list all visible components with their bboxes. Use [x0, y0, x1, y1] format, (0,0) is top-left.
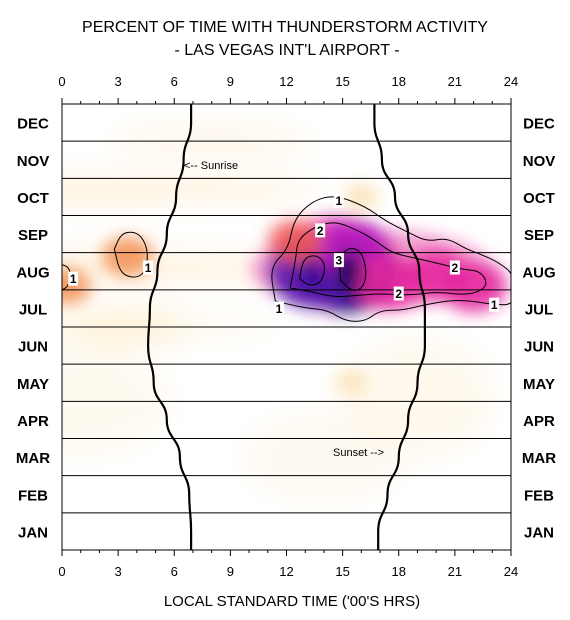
sun-curves: [146, 104, 426, 550]
month-label-right-mar: MAR: [522, 450, 556, 467]
month-label-right-nov: NOV: [523, 153, 556, 170]
month-label-right-jul: JUL: [525, 301, 553, 318]
month-label-left-jan: JAN: [18, 524, 48, 541]
x-tick-label-top-4: 12: [279, 74, 293, 89]
month-label-left-dec: DEC: [17, 116, 49, 133]
contour-level-1-main: [271, 196, 511, 322]
heat-spot-7: [102, 236, 153, 277]
x-tick-label-top-7: 21: [448, 74, 462, 89]
contour-label-bg: [274, 301, 285, 316]
chart-subtitle: - LAS VEGAS INT'L AIRPORT -: [174, 42, 399, 59]
month-label-right-aug: AUG: [522, 264, 555, 281]
x-tick-label-top-1: 3: [115, 74, 122, 89]
x-tick-label-top-2: 6: [171, 74, 178, 89]
month-label-left-nov: NOV: [17, 153, 50, 170]
sunset-annotation: Sunset -->: [333, 447, 384, 459]
contour-labels: 1 2 3 2 2 1 1 1 1: [68, 193, 500, 316]
contour-label-bg: [393, 286, 404, 301]
month-label-right-jan: JAN: [524, 524, 554, 541]
month-label-left-jul: JUL: [19, 301, 47, 318]
contour-label-bg: [333, 193, 344, 208]
contour-level-3-b: [339, 248, 367, 291]
sunrise-annotation: <-- Sunrise: [184, 160, 238, 172]
contour-label-5: 1: [276, 302, 283, 316]
x-tick-label-bottom-1: 3: [115, 564, 122, 579]
contour-level-3-a: [299, 255, 325, 286]
heat-core-3b: [302, 257, 323, 286]
contour-label-bg: [143, 260, 154, 275]
month-label-left-feb: FEB: [18, 487, 48, 504]
contour-label-8: 1: [70, 272, 77, 286]
month-label-right-feb: FEB: [524, 487, 554, 504]
x-tick-label-bottom-0: 0: [58, 564, 65, 579]
month-label-right-dec: DEC: [523, 116, 555, 133]
x-tick-label-top-5: 15: [335, 74, 349, 89]
contour-label-4: 2: [452, 261, 459, 275]
month-label-left-sep: SEP: [18, 227, 48, 244]
contour-label-0: 1: [336, 194, 343, 208]
x-tick-label-top-6: 18: [392, 74, 406, 89]
x-tick-label-bottom-6: 18: [392, 564, 406, 579]
month-label-right-may: MAY: [523, 376, 555, 393]
month-label-left-mar: MAR: [16, 450, 50, 467]
heatmap-layer: [62, 126, 507, 503]
chart-title: PERCENT OF TIME WITH THUNDERSTORM ACTIVI…: [82, 19, 488, 36]
contour-label-bg: [333, 253, 344, 268]
contour-label-bg: [489, 297, 500, 312]
x-tick-label-top-8: 24: [504, 74, 518, 89]
x-axis-label: LOCAL STANDARD TIME ('00'S HRS): [164, 593, 420, 610]
x-tick-label-bottom-2: 6: [171, 564, 178, 579]
x-tick-label-bottom-4: 12: [279, 564, 293, 579]
contour-label-bg: [449, 260, 460, 275]
month-label-left-jun: JUN: [18, 339, 48, 356]
heat-spot-9: [344, 183, 379, 211]
month-label-right-oct: OCT: [523, 190, 555, 207]
heat-spot-10: [335, 370, 369, 396]
month-label-left-apr: APR: [17, 413, 49, 430]
sunset-curve: [373, 104, 426, 550]
x-tick-label-bottom-5: 15: [335, 564, 349, 579]
month-label-left-oct: OCT: [17, 190, 49, 207]
month-labels: JAN JAN FEB FEB MAR MAR APR APR MAY MAY JUN JUN JUL J…: [16, 116, 556, 542]
heat-wash-0: [62, 178, 321, 201]
x-tick-label-bottom-3: 9: [227, 564, 234, 579]
contour-label-3: 2: [395, 287, 402, 301]
contour-level-1-aug: [113, 231, 148, 278]
x-tick-label-top-0: 0: [58, 74, 65, 89]
contour-label-7: 1: [145, 261, 152, 275]
month-label-left-may: MAY: [17, 376, 49, 393]
x-tick-label-bottom-7: 21: [448, 564, 462, 579]
contour-label-1: 2: [317, 224, 324, 238]
month-label-right-apr: APR: [523, 413, 555, 430]
x-tick-label-bottom-8: 24: [504, 564, 518, 579]
contour-label-2: 3: [336, 254, 343, 268]
gridlines: [62, 140, 511, 514]
month-label-right-jun: JUN: [524, 339, 554, 356]
contour-label-bg: [315, 223, 326, 238]
month-label-right-sep: SEP: [524, 227, 554, 244]
contour-label-bg: [68, 271, 79, 286]
month-label-left-aug: AUG: [16, 264, 49, 281]
x-tick-label-top-3: 9: [227, 74, 234, 89]
heat-wash-5: [243, 412, 404, 503]
sunrise-curve: [146, 104, 193, 550]
contour-label-6: 1: [491, 298, 498, 312]
